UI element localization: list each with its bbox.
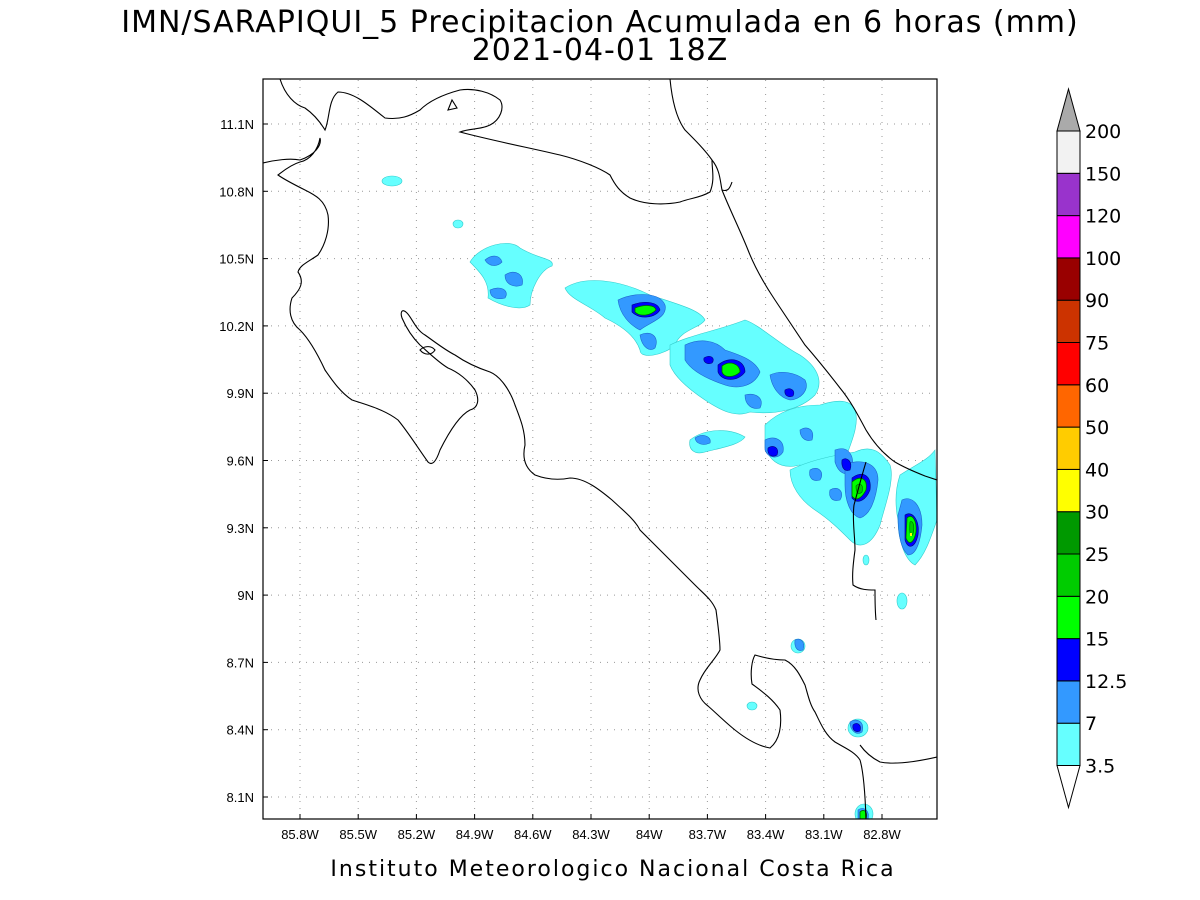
lat-tick-label: 9N	[237, 588, 254, 603]
colorbar-bottom-arrow	[1056, 765, 1081, 810]
colorbar-swatch	[1056, 257, 1081, 301]
lon-tick-label: 83.4W	[747, 827, 785, 842]
colorbar-swatch	[1056, 595, 1081, 640]
colorbar-swatch	[1056, 384, 1081, 428]
nicaragua-caribbean-coast	[669, 79, 733, 192]
precip-band-15	[634, 305, 917, 819]
lat-tick-label: 10.2N	[219, 319, 254, 334]
panama-border-south	[859, 744, 937, 764]
lat-tick-label: 9.6N	[227, 454, 254, 469]
lon-tick-label: 85.5W	[339, 827, 377, 842]
coastline-and-borders	[263, 79, 937, 819]
colorbar-swatch	[1056, 342, 1081, 386]
gridlines	[264, 80, 936, 818]
colorbar-label: 150	[1085, 163, 1121, 185]
map-frame	[262, 78, 938, 820]
lat-tick-label: 9.9N	[227, 386, 254, 401]
lon-tick-label: 85.8W	[281, 827, 319, 842]
map-title: IMN/SARAPIQUI_5 Precipitacion Acumulada …	[121, 5, 1079, 40]
footer-credit: Instituto Meteorologico Nacional Costa R…	[330, 857, 896, 882]
gulf-island	[419, 346, 436, 355]
colorbar-swatch	[1056, 468, 1081, 513]
lon-tick-label: 84.6W	[514, 827, 552, 842]
colorbar-swatch	[1056, 553, 1081, 597]
colorbar-label: 75	[1085, 333, 1109, 355]
precip-band-30	[910, 533, 912, 536]
longitude-axis: 85.8W 85.5W 85.2W 84.9W 84.6W 84.3W 84W 83.7W 83…	[281, 814, 902, 842]
lon-tick-label: 85.2W	[398, 827, 436, 842]
colorbar-label: 12.5	[1085, 671, 1127, 693]
colorbar-label: 50	[1085, 417, 1109, 439]
lon-tick-label: 84.9W	[456, 827, 494, 842]
colorbar-label: 200	[1085, 121, 1121, 143]
panama-border	[852, 461, 877, 621]
lon-tick-label: 82.8W	[863, 827, 901, 842]
colorbar-label: 25	[1085, 544, 1109, 566]
map-subtitle-date: 2021-04-01 18Z	[471, 33, 729, 68]
colorbar-swatch	[1056, 299, 1081, 344]
colorbar-label: 120	[1085, 206, 1121, 228]
precipitation-layer	[381, 175, 937, 819]
lon-tick-label: 84W	[636, 827, 663, 842]
colorbar-swatch	[1056, 511, 1081, 555]
colorbar-label: 100	[1085, 248, 1121, 270]
lat-tick-label: 8.1N	[227, 790, 254, 805]
colorbar-swatch	[1056, 638, 1081, 682]
lon-tick-label: 83.1W	[805, 827, 843, 842]
lat-tick-label: 9.3N	[227, 521, 254, 536]
colorbar-swatch	[1056, 722, 1081, 767]
caribbean-coast	[721, 189, 937, 481]
colorbar-top-arrow	[1056, 87, 1081, 132]
colorbar-label: 30	[1085, 502, 1109, 524]
colorbar-swatch	[1056, 130, 1081, 174]
colorbar-swatch	[1056, 426, 1081, 470]
colorbar-label: 20	[1085, 586, 1109, 608]
colorbar-label: 90	[1085, 290, 1109, 312]
lat-tick-label: 10.8N	[219, 184, 254, 199]
colorbar-swatch	[1056, 172, 1081, 217]
lat-tick-label: 10.5N	[219, 252, 254, 267]
colorbar-label: 15	[1085, 629, 1109, 651]
colorbar-label: 3.5	[1085, 756, 1115, 778]
small-island-north	[447, 98, 458, 111]
colorbar-label: 7	[1085, 713, 1097, 735]
pacific-coast	[263, 137, 867, 819]
lat-tick-label: 8.7N	[227, 655, 254, 670]
latitude-axis: 11.1N 10.8N 10.5N 10.2N 9.9N 9.6N 9.3N 9N 8.7N 8.…	[219, 117, 268, 805]
lat-tick-label: 11.1N	[220, 117, 254, 132]
nicaragua-lake-shore	[279, 79, 714, 205]
colorbar-swatch	[1056, 215, 1081, 259]
lon-tick-label: 83.7W	[689, 827, 727, 842]
colorbar-label: 60	[1085, 375, 1109, 397]
lon-tick-label: 84.3W	[572, 827, 610, 842]
colorbar-label: 40	[1085, 459, 1109, 481]
colorbar-legend: 3.5 7 12.5 15 20 25 30 40 50 60 75 90 100 120 150 200	[1056, 87, 1127, 810]
lat-tick-label: 8.4N	[227, 723, 254, 738]
colorbar-swatch	[1056, 680, 1081, 724]
